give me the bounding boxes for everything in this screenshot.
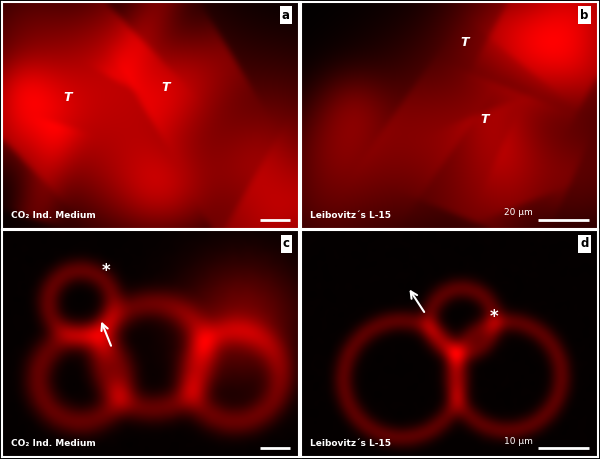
Text: d: d (580, 237, 589, 250)
Text: Leibovitz´s L-15: Leibovitz´s L-15 (310, 439, 391, 448)
Text: *: * (490, 308, 498, 325)
Text: *: * (102, 262, 110, 280)
Text: 20 μm: 20 μm (503, 208, 532, 217)
Text: 10 μm: 10 μm (503, 437, 532, 446)
Text: T: T (64, 90, 72, 104)
Text: CO₂ Ind. Medium: CO₂ Ind. Medium (11, 211, 96, 219)
Text: T: T (161, 82, 170, 95)
Text: Leibovitz´s L-15: Leibovitz´s L-15 (310, 211, 391, 219)
Text: T: T (481, 113, 489, 126)
Text: a: a (282, 9, 290, 22)
Text: b: b (580, 9, 589, 22)
Text: c: c (283, 237, 290, 250)
Text: CO₂ Ind. Medium: CO₂ Ind. Medium (11, 439, 96, 448)
Text: T: T (460, 36, 469, 49)
